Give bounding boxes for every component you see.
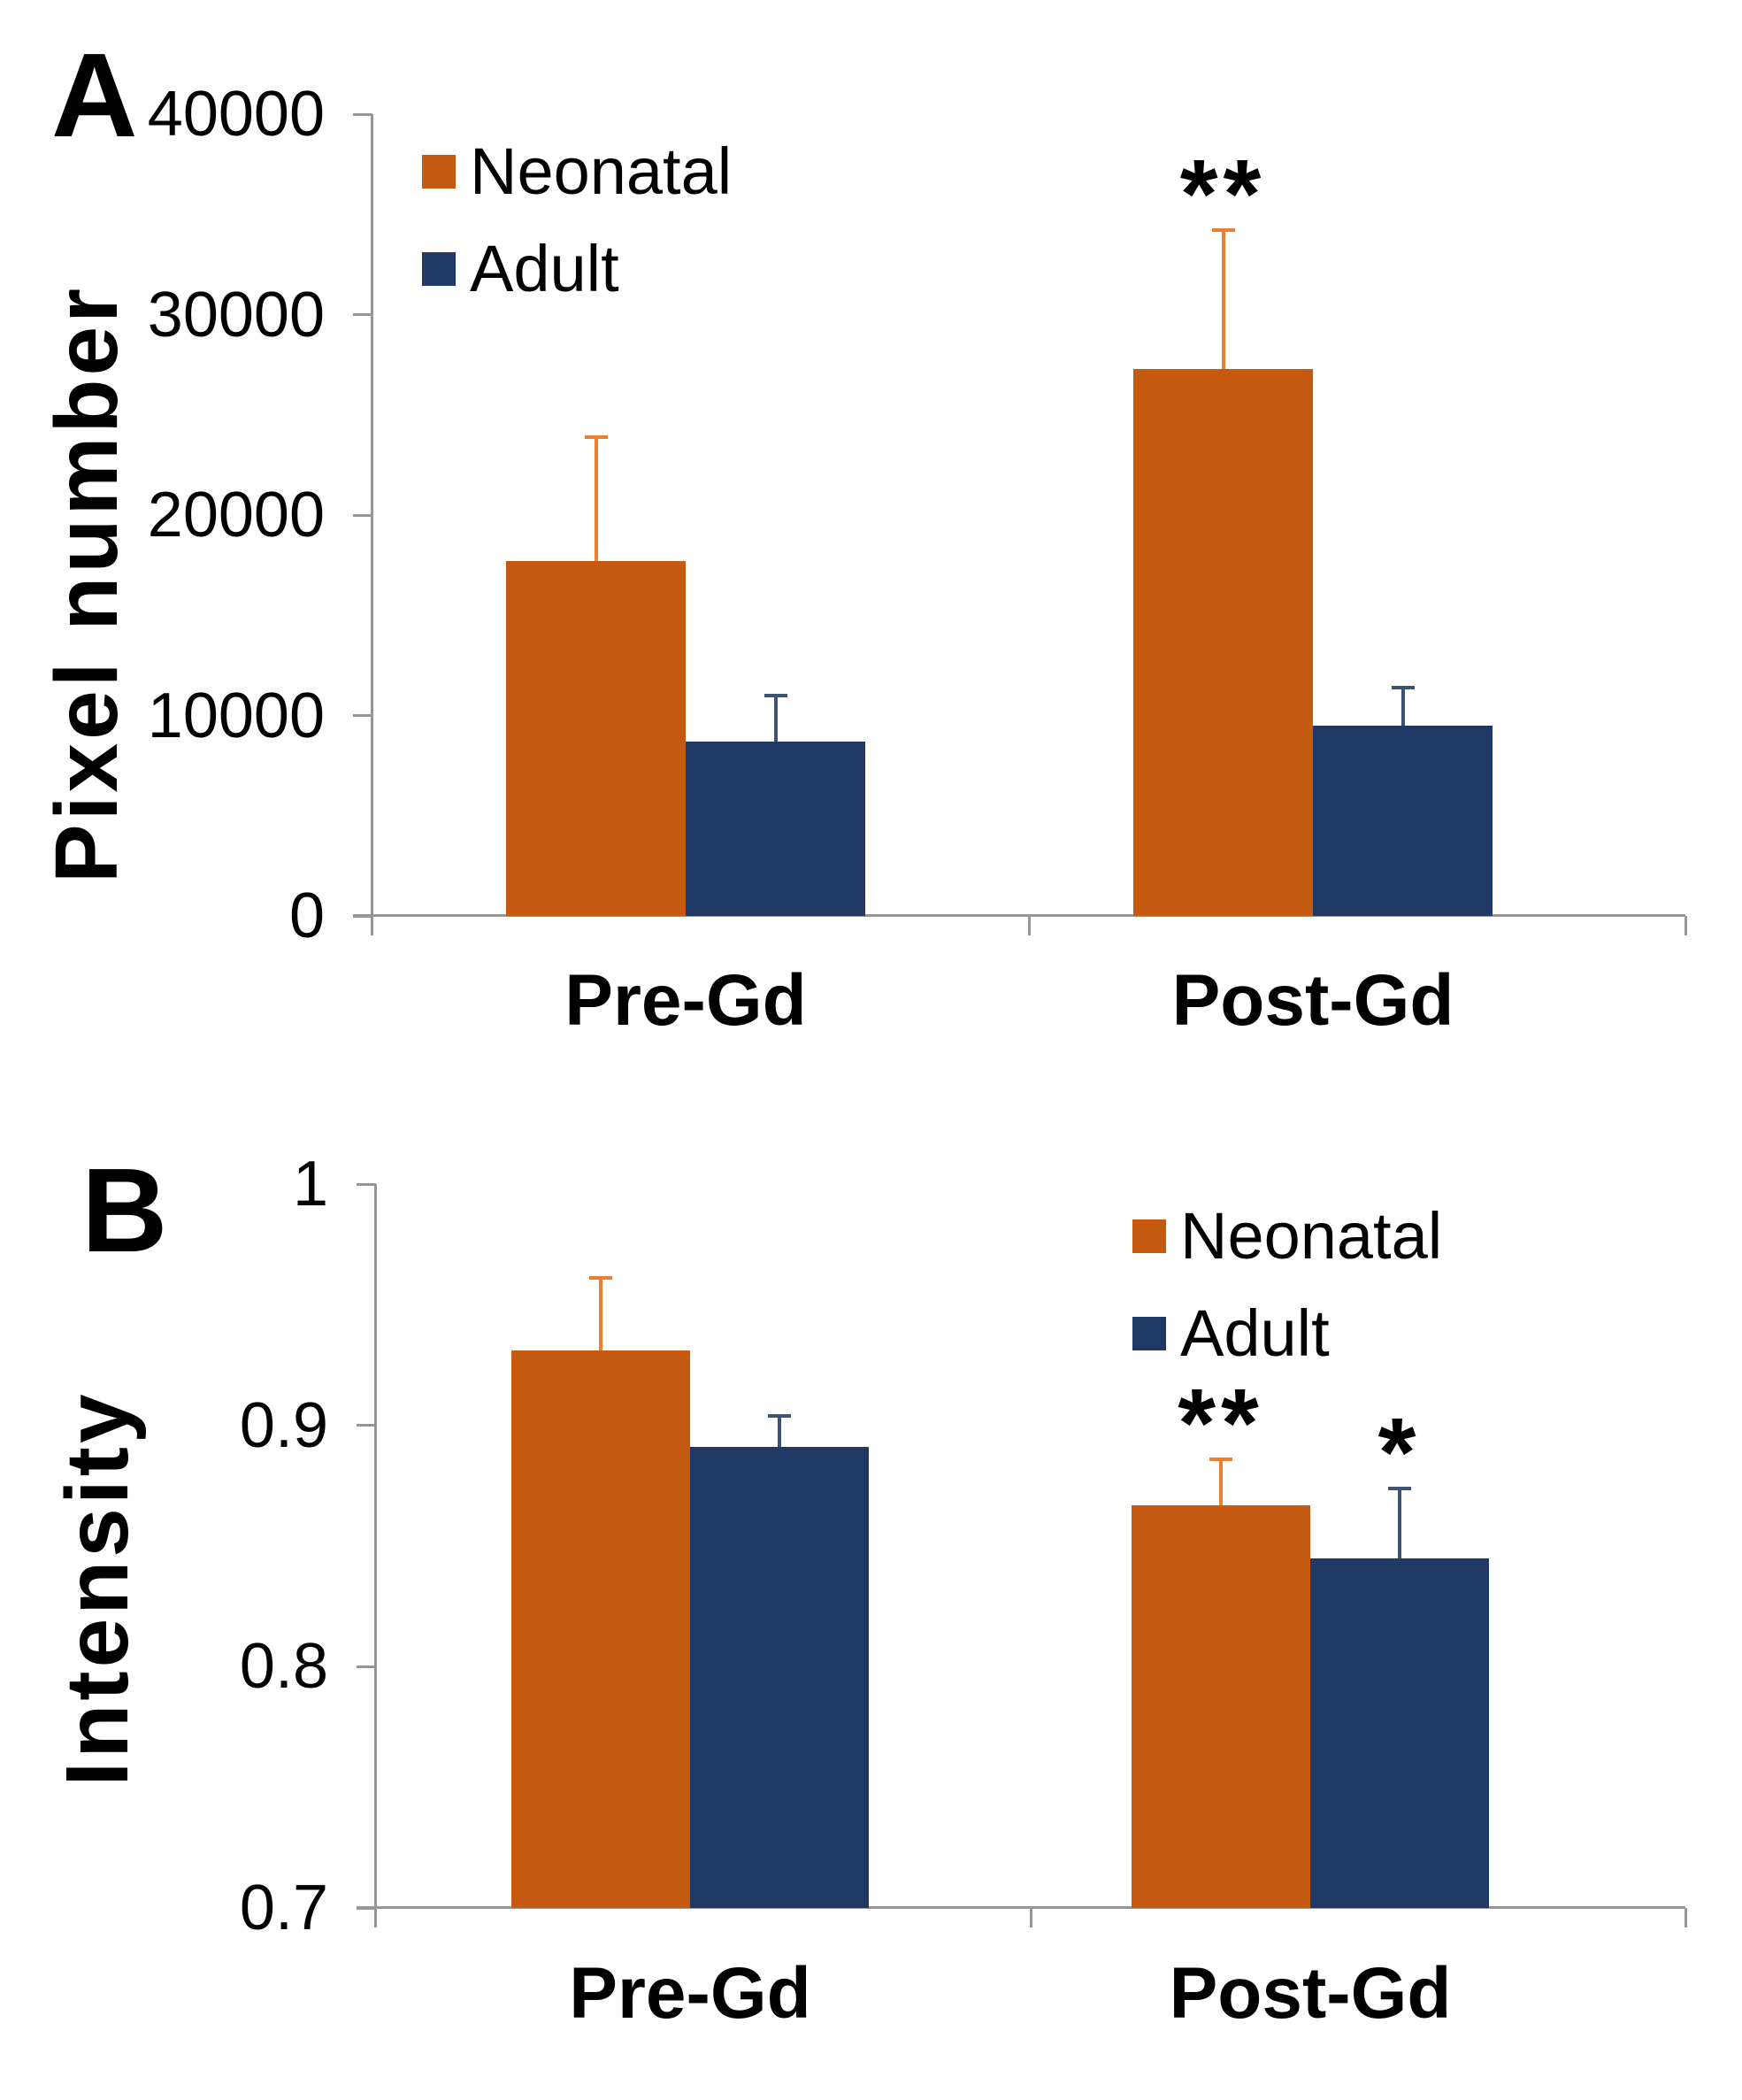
bar-adult-post-gd bbox=[1310, 1558, 1489, 1908]
y-axis-line bbox=[374, 1184, 377, 1927]
legend-label-adult: Adult bbox=[470, 232, 619, 305]
y-tick-label: 0 bbox=[288, 881, 325, 951]
x-axis-tick bbox=[1027, 916, 1031, 935]
y-axis-tick bbox=[357, 1424, 376, 1427]
y-tick-label: 1 bbox=[292, 1149, 328, 1219]
x-category-label-pre-gd: Pre-Gd bbox=[569, 1953, 811, 2034]
panel-a-label: A bbox=[51, 28, 138, 162]
error-bar-cap-adult-post-gd bbox=[1391, 685, 1415, 689]
legend-label-neonatal: Neonatal bbox=[470, 135, 733, 208]
y-axis-tick bbox=[357, 1182, 376, 1186]
x-category-label-pre-gd: Pre-Gd bbox=[564, 960, 807, 1041]
error-bar-cap-adult-post-gd bbox=[1388, 1486, 1411, 1490]
bar-neonatal-pre-gd bbox=[511, 1350, 690, 1908]
error-bar-cap-neonatal-pre-gd bbox=[584, 435, 608, 439]
x-axis-line bbox=[353, 914, 1685, 917]
legend-swatch-adult bbox=[1132, 1317, 1166, 1350]
error-bar-adult-post-gd bbox=[1401, 687, 1405, 726]
x-axis-tick bbox=[1684, 1908, 1687, 1927]
x-axis-line bbox=[357, 1906, 1685, 1909]
bar-adult-pre-gd bbox=[690, 1447, 869, 1908]
bar-neonatal-pre-gd bbox=[506, 561, 686, 916]
error-bar-adult-pre-gd bbox=[778, 1415, 781, 1448]
significance-marker: * bbox=[1377, 1397, 1422, 1507]
legend-swatch-neonatal bbox=[1132, 1219, 1166, 1253]
y-axis-tick bbox=[353, 714, 372, 717]
legend-swatch-adult bbox=[422, 252, 456, 286]
panel-b-label: B bbox=[81, 1143, 168, 1277]
y-axis-line bbox=[371, 114, 373, 935]
y-axis-tick bbox=[353, 313, 372, 316]
legend-label-adult: Adult bbox=[1180, 1296, 1330, 1370]
x-axis-tick bbox=[1684, 916, 1687, 935]
x-axis-tick bbox=[1029, 1908, 1032, 1927]
error-bar-adult-pre-gd bbox=[773, 695, 778, 742]
y-tick-label: 30000 bbox=[147, 279, 325, 350]
error-bar-cap-neonatal-pre-gd bbox=[589, 1276, 612, 1281]
error-bar-cap-adult-pre-gd bbox=[764, 693, 787, 697]
error-bar-neonatal-post-gd bbox=[1221, 230, 1225, 369]
y-tick-label: 0.7 bbox=[239, 1873, 328, 1943]
bar-neonatal-post-gd bbox=[1133, 368, 1313, 916]
error-bar-cap-neonatal-post-gd bbox=[1209, 1457, 1232, 1461]
error-bar-cap-adult-pre-gd bbox=[768, 1413, 791, 1418]
x-category-label-post-gd: Post-Gd bbox=[1169, 1953, 1452, 2034]
y-tick-label: 0.9 bbox=[239, 1389, 328, 1461]
legend-label-neonatal: Neonatal bbox=[1180, 1199, 1443, 1273]
y-axis-tick bbox=[353, 914, 372, 918]
significance-marker: ** bbox=[1179, 140, 1267, 250]
x-category-label-post-gd: Post-Gd bbox=[1171, 960, 1454, 1041]
y-tick-label: 0.8 bbox=[239, 1631, 328, 1703]
y-tick-label: 10000 bbox=[147, 680, 325, 751]
error-bar-neonatal-pre-gd bbox=[599, 1278, 602, 1351]
error-bar-neonatal-post-gd bbox=[1219, 1458, 1223, 1505]
y-axis-tick bbox=[357, 1665, 376, 1668]
error-bar-neonatal-pre-gd bbox=[594, 436, 598, 562]
bar-neonatal-post-gd bbox=[1132, 1504, 1310, 1908]
legend-swatch-neonatal bbox=[422, 155, 456, 188]
error-bar-adult-post-gd bbox=[1398, 1488, 1401, 1558]
bar-adult-pre-gd bbox=[686, 741, 865, 916]
y-tick-label: 20000 bbox=[147, 480, 325, 550]
bar-adult-post-gd bbox=[1313, 725, 1493, 916]
significance-marker: ** bbox=[1178, 1368, 1264, 1478]
y-axis-tick bbox=[353, 112, 372, 116]
y-axis-tick bbox=[357, 1906, 376, 1910]
y-axis-tick bbox=[353, 513, 372, 517]
error-bar-cap-neonatal-post-gd bbox=[1211, 228, 1235, 233]
y-tick-label: 40000 bbox=[147, 79, 325, 150]
